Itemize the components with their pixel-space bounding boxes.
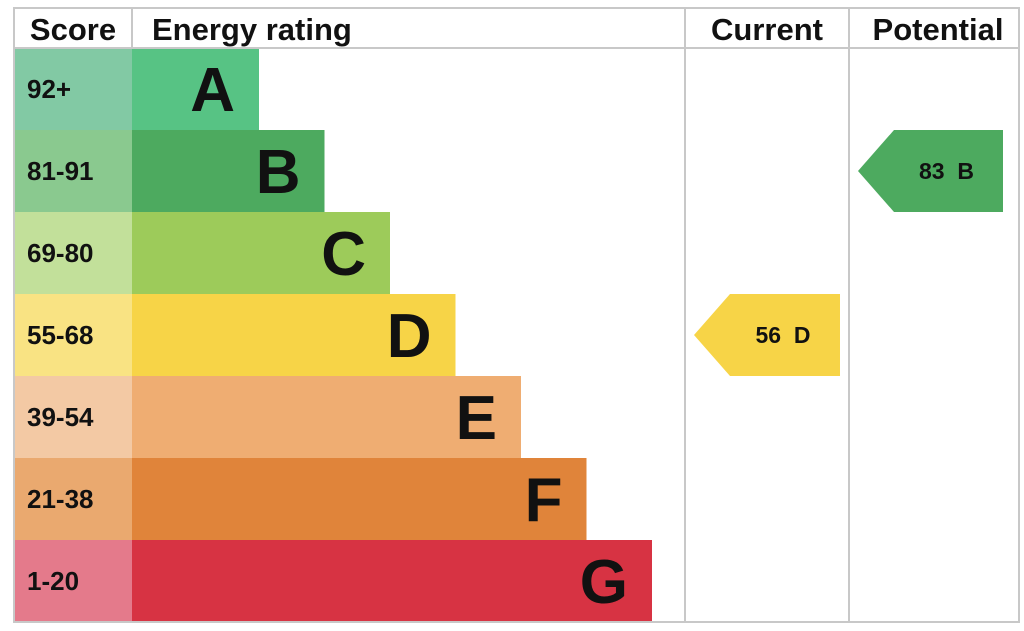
band-bar-b [132,130,325,212]
band-letter-c: C [321,220,366,289]
score-cell-d [14,294,132,376]
header-potential: Potential [873,12,1004,47]
score-range-c: 69-80 [27,238,94,268]
band-bar-c [132,212,390,294]
score-cell-b [14,130,132,212]
band-letter-g: G [580,548,628,617]
band-letter-a: A [190,56,235,125]
score-range-f: 21-38 [27,484,94,514]
current-rating-arrow [694,294,840,376]
band-bar-d [132,294,456,376]
header-current: Current [711,12,823,47]
score-cell-c [14,212,132,294]
arrows-layer: 56 D 83 B [694,130,1003,376]
header-energy-rating: Energy rating [152,12,352,47]
header-score: Score [30,12,116,47]
score-range-b: 81-91 [27,156,94,186]
score-range-e: 39-54 [27,402,94,432]
band-letter-d: D [387,302,432,371]
score-range-d: 55-68 [27,320,94,350]
score-cell-f [14,458,132,540]
score-cell-g [14,540,132,622]
current-rating-label: 56 D [756,322,811,348]
band-letter-b: B [256,138,301,207]
band-bar-g [132,540,652,622]
bands-layer: 92+ A 81-91 B 69-80 C 55-68 D 39-54 E 21-38 F 1-20 G [14,48,652,622]
potential-rating-arrow [858,130,1003,212]
band-letter-f: F [525,466,563,535]
score-cell-a [14,48,132,130]
score-range-a: 92+ [27,74,71,104]
chart-frame [13,7,1020,623]
band-letter-e: E [456,384,497,453]
header-layer: Score Energy rating Current Potential [30,12,1004,47]
band-bar-f [132,458,587,540]
grid-layer [13,7,1020,623]
band-bar-a [132,48,259,130]
band-bar-e [132,376,521,458]
potential-rating-label: 83 B [919,158,974,184]
score-range-g: 1-20 [27,566,79,596]
score-cell-e [14,376,132,458]
